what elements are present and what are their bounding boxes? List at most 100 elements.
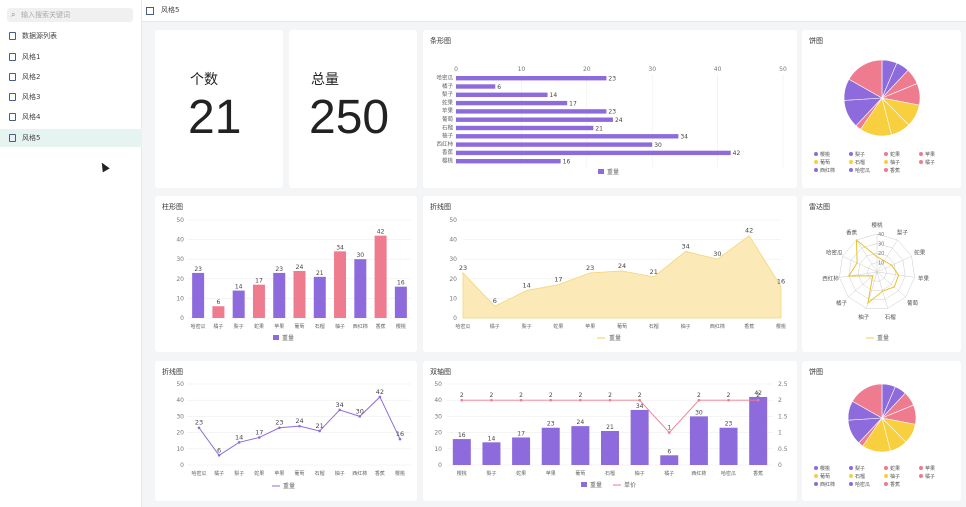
bar	[719, 427, 738, 465]
data-label: 16	[458, 432, 466, 439]
data-label: 42	[376, 388, 384, 396]
category-label: 樱桃	[457, 470, 467, 477]
tick-label: 20	[176, 430, 184, 437]
data-label: 24	[618, 262, 626, 270]
category-label: 橘子	[213, 323, 223, 330]
bar	[192, 272, 205, 318]
tick-label: 40	[449, 237, 457, 244]
search-input[interactable]: ⌕ 输入搜索关键词	[7, 8, 133, 22]
radar-axis	[842, 255, 878, 273]
bar	[456, 125, 594, 131]
category-label: 葡萄	[442, 115, 454, 123]
chart-title: 条形图	[430, 37, 451, 45]
data-point	[378, 395, 382, 399]
tick-label: 40	[878, 232, 884, 238]
sidebar-item-style5[interactable]: 风格5	[0, 129, 142, 147]
category-label: 橘子	[490, 323, 500, 330]
document-icon	[9, 32, 16, 40]
data-label: 1	[667, 425, 671, 432]
legend-swatch	[884, 482, 888, 486]
tick-label: 0	[454, 66, 458, 73]
data-label: 34	[636, 403, 644, 410]
legend-label: 石榴	[855, 473, 865, 480]
data-label: 34	[681, 242, 689, 250]
data-label: 16	[563, 159, 571, 166]
pie-slice	[848, 59, 883, 99]
data-label: 6	[493, 297, 497, 305]
radar-axis	[876, 271, 906, 298]
bar	[212, 306, 225, 318]
category-label: 蛇果	[516, 470, 526, 477]
kpi-card-total: 总量 250	[289, 30, 417, 188]
legend-swatch	[849, 482, 853, 486]
data-label: 17	[517, 430, 525, 437]
data-point	[358, 415, 362, 418]
tick-label: 20	[449, 276, 457, 283]
kpi-card-count: 个数 21	[155, 30, 283, 188]
data-label: 34	[680, 134, 688, 141]
sidebar-item-style2[interactable]: 风格2	[0, 68, 142, 86]
legend-swatch	[849, 160, 853, 164]
category-label: 西红柿	[436, 140, 453, 148]
data-label: 42	[377, 229, 385, 236]
sidebar-item-style3[interactable]: 风格3	[0, 88, 142, 106]
data-label: 42	[754, 390, 762, 397]
legend-swatch	[581, 482, 587, 487]
chart-title: 饼图	[809, 37, 823, 45]
category-label: 梨子	[522, 323, 532, 330]
legend-swatch	[919, 466, 923, 470]
category-label: 梨子	[486, 470, 496, 477]
sidebar-item-datasource[interactable]: 数据源列表	[0, 27, 142, 45]
data-label: 21	[650, 268, 658, 276]
mouse-cursor	[98, 160, 110, 173]
tick-label: 20	[878, 251, 884, 257]
category-label: 梨子	[234, 470, 244, 477]
data-label: 2	[460, 392, 464, 399]
category-label: 柚子	[681, 323, 691, 330]
chart-card-line: 折线图 0 10 20 30 40 50 23 哈密瓜 6 橘子 14 梨子 17 蛇果 23 苹果 24 葡萄 2…	[155, 361, 417, 501]
data-point	[258, 436, 261, 439]
category-label: 西红柿	[691, 470, 706, 477]
indicator-label: 香蕉	[846, 228, 858, 236]
category-label: 柚子	[442, 132, 454, 140]
tick-label: 10	[176, 295, 184, 302]
chart-title: 雷达图	[809, 203, 830, 211]
category-label: 柚子	[335, 323, 345, 330]
category-label: 西红柿	[352, 470, 367, 477]
indicator-label: 橘子	[836, 299, 848, 307]
tick-label: 1	[778, 430, 782, 437]
bar	[456, 76, 607, 81]
page-icon	[9, 93, 16, 101]
category-label: 香蕉	[376, 323, 386, 330]
sidebar-item-style4[interactable]: 风格4	[0, 108, 142, 126]
sidebar: ⌕ 输入搜索关键词 数据源列表 风格1 风格2 风格3 风格4 风格5	[0, 0, 142, 507]
data-point	[490, 398, 493, 402]
data-label: 17	[255, 428, 263, 436]
tick-label: 0	[180, 462, 184, 469]
data-label: 16	[396, 430, 404, 438]
data-label: 30	[356, 407, 364, 415]
category-label: 梨子	[234, 323, 244, 330]
kpi-label: 总量	[311, 72, 339, 88]
tick-label: 40	[176, 397, 184, 404]
tick-label: 10	[518, 66, 526, 73]
sidebar-item-style1[interactable]: 风格1	[0, 48, 142, 66]
sidebar-item-label: 风格2	[22, 73, 41, 81]
bar	[660, 455, 679, 465]
bar	[334, 251, 347, 318]
legend-swatch	[884, 474, 888, 478]
category-label: 石榴	[605, 470, 615, 477]
header: 风格5	[142, 0, 966, 22]
bar	[354, 259, 367, 318]
search-icon: ⌕	[11, 10, 16, 19]
category-label: 香蕉	[744, 323, 754, 330]
kpi-value: 250	[309, 91, 390, 144]
data-label: 30	[356, 252, 364, 259]
data-point	[549, 398, 553, 402]
legend-label: 柚子	[890, 159, 900, 166]
tick-label: 2.5	[778, 381, 788, 388]
radar-series	[847, 238, 900, 305]
indicator-label: 蛇果	[914, 248, 926, 256]
page-icon	[9, 113, 16, 121]
